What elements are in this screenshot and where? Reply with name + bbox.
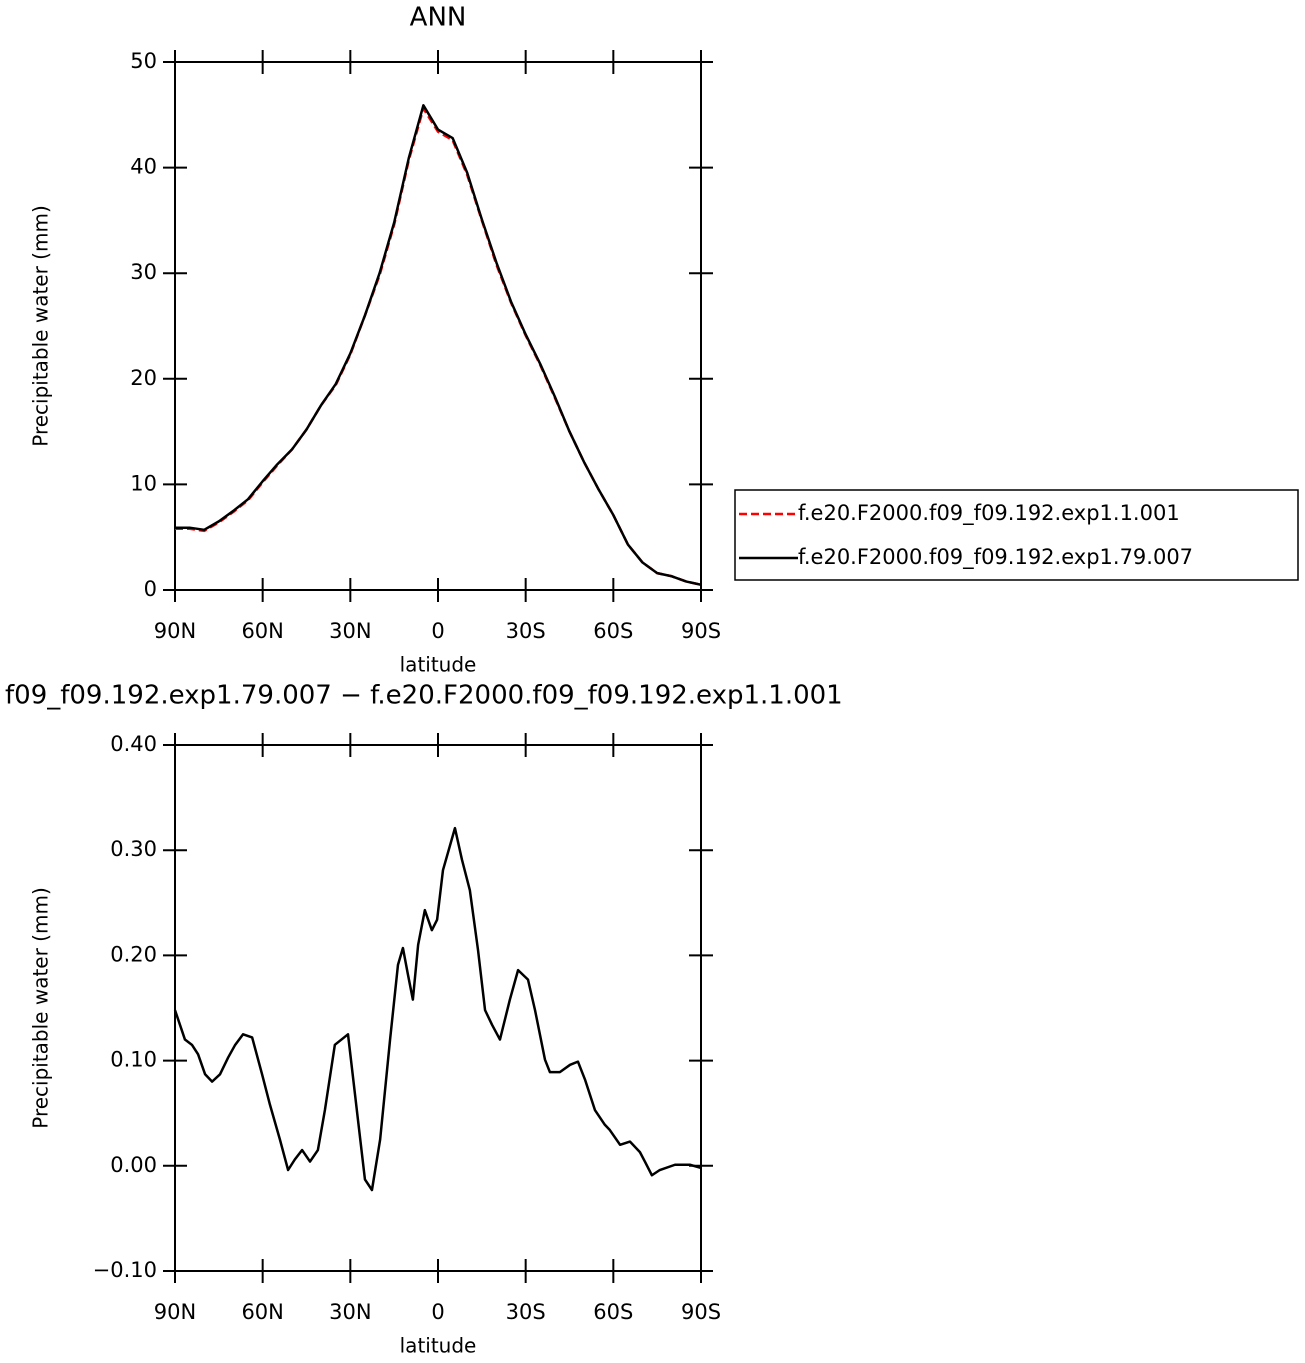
y-tick-label: 0.00 [110, 1153, 157, 1177]
data-line [173, 826, 702, 1192]
x-tick-label: 60S [593, 619, 633, 643]
x-tick-label: 30N [329, 619, 371, 643]
y-tick-label: 0 [144, 577, 157, 601]
legend-label: f.e20.F2000.f09_f09.192.exp1.1.001 [798, 501, 1180, 526]
x-tick-label: 60N [241, 1300, 283, 1324]
x-tick-label: 90N [154, 619, 196, 643]
y-tick-label: 30 [130, 260, 157, 284]
data-line [175, 104, 702, 586]
x-tick-label: 90N [154, 1300, 196, 1324]
y-axis-label: Precipitable water (mm) [29, 887, 53, 1129]
y-tick-label: 10 [130, 471, 157, 495]
legend-label: f.e20.F2000.f09_f09.192.exp1.79.007 [798, 545, 1193, 570]
y-tick-label: 40 [130, 155, 157, 179]
y-tick-label: 0.30 [110, 837, 157, 861]
y-tick-label: 0.10 [110, 1048, 157, 1072]
chart-title: ANN [410, 3, 467, 33]
x-tick-label: 30N [329, 1300, 371, 1324]
x-tick-label: 90S [681, 619, 721, 643]
x-tick-label: 60N [241, 619, 283, 643]
x-tick-label: 30S [506, 619, 546, 643]
y-tick-label: 50 [130, 49, 157, 73]
x-axis-label: latitude [400, 653, 477, 677]
y-axis-label: Precipitable water (mm) [29, 205, 53, 447]
x-tick-label: 0 [431, 619, 444, 643]
x-tick-label: 30S [506, 1300, 546, 1324]
plot-frame [174, 61, 702, 591]
data-line [175, 107, 702, 586]
plot-frame [174, 744, 702, 1272]
x-tick-label: 0 [431, 1300, 444, 1324]
y-tick-label: 0.20 [110, 942, 157, 966]
x-tick-label: 90S [681, 1300, 721, 1324]
legend-box [734, 489, 1299, 581]
y-tick-label: 0.40 [110, 732, 157, 756]
x-tick-label: 60S [593, 1300, 633, 1324]
chart-title: f09_f09.192.exp1.79.007 − f.e20.F2000.f0… [5, 681, 843, 711]
y-tick-label: −0.10 [93, 1258, 157, 1282]
x-axis-label: latitude [400, 1334, 477, 1358]
y-tick-label: 20 [130, 366, 157, 390]
